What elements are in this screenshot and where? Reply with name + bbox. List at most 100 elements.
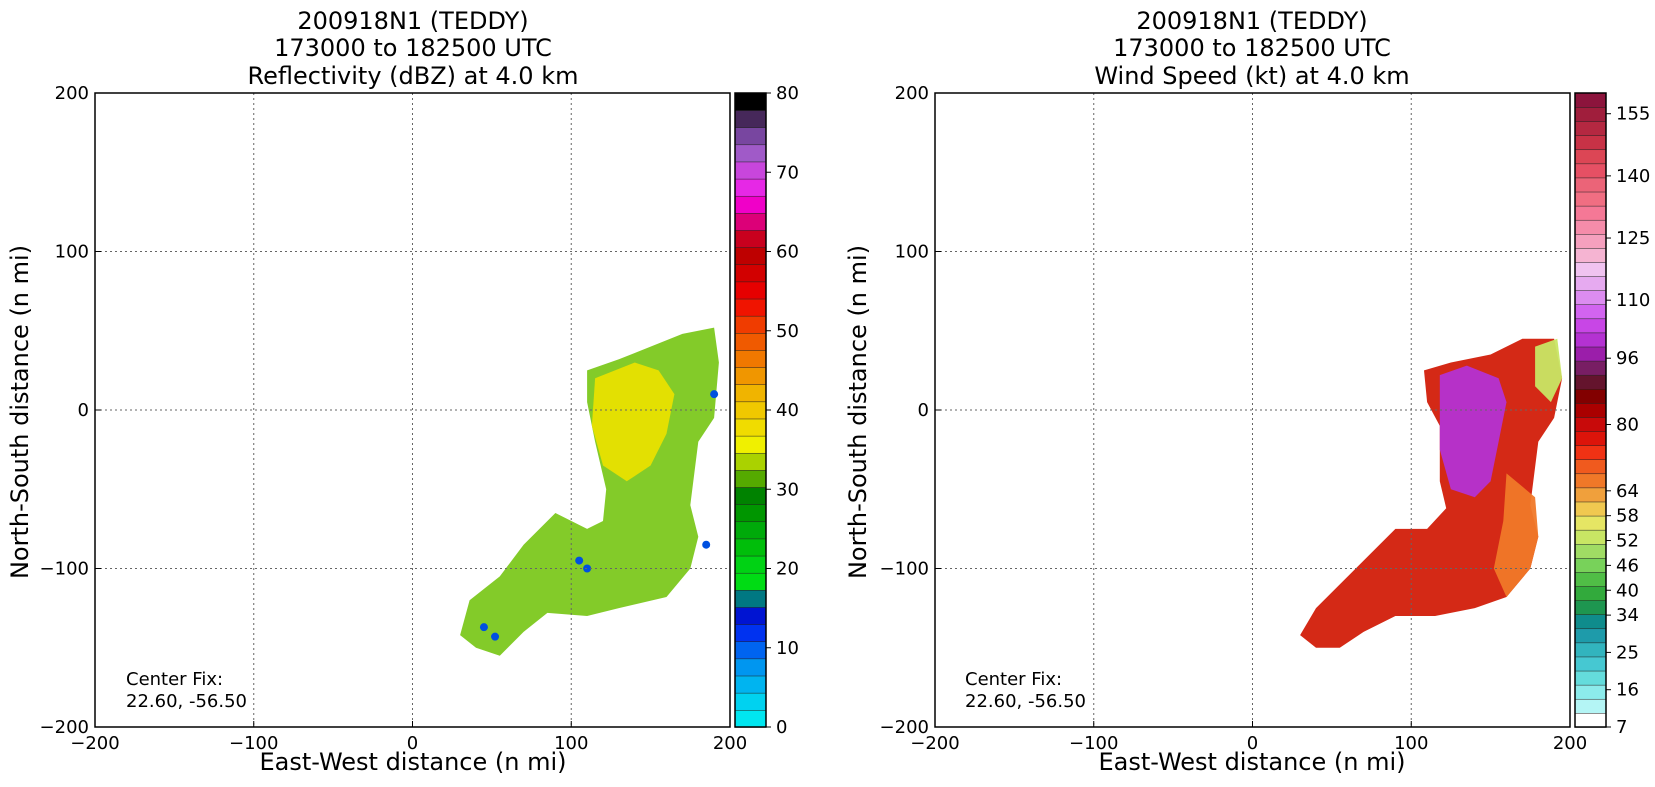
colorbar-tick-label: 46: [1616, 555, 1639, 576]
colorbar-tick-label: 110: [1616, 290, 1650, 311]
field-region: [1493, 473, 1539, 597]
colorbar-swatch: [1574, 614, 1607, 630]
colorbar-swatch: [1574, 163, 1607, 179]
colorbar-tick-label: 16: [1616, 680, 1639, 701]
field-patch: [702, 540, 711, 549]
x-tick-label: −200: [910, 733, 959, 754]
field-region: [1535, 338, 1563, 403]
colorbar-swatch: [1574, 205, 1607, 221]
colorbar-swatch: [1574, 684, 1607, 700]
colorbar-tick-label: 70: [776, 162, 799, 183]
chart-title-line1: 200918N1 (TEDDY): [297, 7, 528, 35]
colorbar-swatch: [1574, 374, 1607, 390]
colorbar-swatch: [1574, 191, 1607, 207]
colorbar-swatch: [1574, 656, 1607, 672]
colorbar-tick-label: 58: [1616, 506, 1639, 527]
colorbar-swatch: [1574, 543, 1607, 559]
colorbar-swatch: [734, 298, 767, 317]
colorbar-swatch: [734, 675, 767, 694]
colorbar-swatch: [734, 366, 767, 385]
colorbar-swatch: [734, 315, 767, 334]
y-tick-label: 200: [55, 83, 89, 104]
colorbar-swatch: [734, 144, 767, 163]
field-patch: [575, 556, 584, 565]
field-region: [1439, 365, 1507, 498]
colorbar-swatch: [734, 538, 767, 557]
colorbar-swatch: [734, 212, 767, 231]
colorbar-swatch: [1574, 318, 1607, 334]
colorbar-swatch: [1574, 219, 1607, 235]
colorbar-swatch: [1574, 712, 1607, 728]
colorbar-swatch: [1574, 473, 1607, 489]
field-patch: [583, 564, 592, 573]
colorbar-swatch: [734, 332, 767, 351]
colorbar-swatch: [1574, 444, 1607, 460]
center-fix-label: Center Fix:: [965, 669, 1062, 690]
colorbar-swatch: [734, 572, 767, 591]
y-tick-label: 0: [78, 400, 89, 421]
colorbar-swatch: [1574, 332, 1607, 348]
center-fix-value: 22.60, -56.50: [965, 691, 1086, 712]
x-tick-label: 0: [407, 733, 418, 754]
colorbar-tick-label: 20: [776, 559, 799, 580]
colorbar-tick-label: 125: [1616, 228, 1650, 249]
colorbar-tick-label: 10: [776, 638, 799, 659]
colorbar-swatch: [734, 469, 767, 488]
colorbar-swatch: [1574, 430, 1607, 446]
y-tick-label: −200: [40, 717, 89, 738]
chart-title-line2: 173000 to 182500 UTC: [1113, 34, 1391, 62]
colorbar-swatch: [1574, 571, 1607, 587]
colorbar-tick-label: 25: [1616, 642, 1639, 663]
colorbar-swatch: [1574, 233, 1607, 249]
x-axis-label: East-West distance (n mi): [1098, 748, 1405, 776]
colorbar-swatch: [734, 264, 767, 283]
colorbar-swatch: [734, 418, 767, 437]
colorbar-swatch: [734, 384, 767, 403]
center-fix-label: Center Fix:: [126, 669, 223, 690]
field-region: [591, 362, 675, 482]
field-region: [460, 327, 719, 656]
colorbar-tick-label: 140: [1616, 166, 1650, 187]
colorbar-swatch: [1574, 92, 1607, 108]
colorbar-swatch: [734, 401, 767, 420]
field-patch: [491, 632, 500, 641]
colorbar-swatch: [1574, 529, 1607, 545]
colorbar-swatch: [734, 195, 767, 214]
x-tick-label: 100: [554, 733, 588, 754]
x-tick-label: −100: [1069, 733, 1118, 754]
colorbar-swatch: [734, 709, 767, 728]
colorbar-swatch: [734, 92, 767, 111]
colorbar-swatch: [734, 589, 767, 608]
colorbar-tick-label: 40: [1616, 580, 1639, 601]
colorbar-swatch: [734, 555, 767, 574]
colorbar-swatch: [1574, 515, 1607, 531]
y-axis-label: North-South distance (n mi): [844, 245, 872, 579]
wind-speed-panel: 200918N1 (TEDDY) 173000 to 182500 UTC Wi…: [844, 7, 1650, 776]
colorbar-swatch: [1574, 289, 1607, 305]
x-tick-label: 200: [713, 733, 747, 754]
colorbar-swatch: [1574, 670, 1607, 686]
colorbar-tick-label: 7: [1616, 717, 1627, 738]
colorbar-swatch: [1574, 388, 1607, 404]
colorbar-tick-label: 80: [776, 83, 799, 104]
colorbar-swatch: [1574, 557, 1607, 573]
colorbar-tick-label: 40: [776, 400, 799, 421]
colorbar-swatch: [734, 606, 767, 625]
colorbar-tick-label: 52: [1616, 531, 1639, 552]
colorbar-tick-label: 0: [776, 717, 787, 738]
field-patch: [479, 623, 488, 632]
colorbar-tick-label: 96: [1616, 348, 1639, 369]
colorbar-swatch: [734, 349, 767, 368]
colorbar-swatch: [734, 623, 767, 642]
center-fix-value: 22.60, -56.50: [126, 691, 247, 712]
x-tick-label: 0: [1247, 733, 1258, 754]
colorbar-swatch: [1574, 698, 1607, 714]
x-axis-label: East-West distance (n mi): [259, 748, 566, 776]
colorbar-swatch: [734, 127, 767, 146]
x-tick-label: −200: [70, 733, 119, 754]
colorbar-swatch: [1574, 487, 1607, 503]
colorbar-swatch: [1574, 402, 1607, 418]
colorbar-tick-label: 155: [1616, 104, 1650, 125]
colorbar-swatch: [1574, 304, 1607, 320]
